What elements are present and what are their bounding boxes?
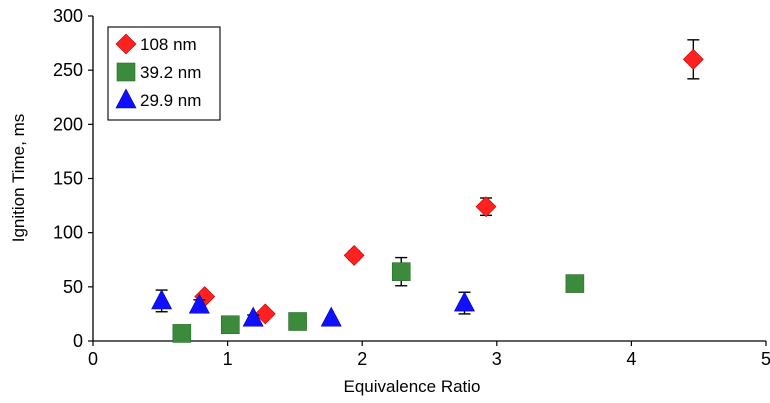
data-point-square — [172, 324, 192, 343]
data-point-square — [565, 274, 585, 293]
y-tick-label: 100 — [53, 223, 83, 243]
legend-marker-square — [116, 62, 136, 82]
data-point-diamond — [682, 48, 704, 70]
data-point-triangle — [188, 293, 210, 314]
x-tick-label: 0 — [88, 349, 98, 369]
legend-label: 39.2 nm — [140, 63, 201, 82]
data-point-diamond — [475, 196, 497, 218]
x-tick-label: 1 — [223, 349, 233, 369]
y-tick-label: 0 — [73, 331, 83, 351]
x-axis-ticks: 0 1 2 3 4 5 — [88, 341, 770, 369]
data-point-diamond — [343, 244, 365, 266]
data-point-square — [220, 315, 240, 335]
y-axis-label: Ignition Time, ms — [9, 114, 28, 243]
x-tick-label: 4 — [626, 349, 636, 369]
legend: 108 nm 39.2 nm 29.9 nm — [107, 26, 221, 121]
y-tick-label: 150 — [53, 169, 83, 189]
legend-label: 29.9 nm — [140, 91, 201, 110]
x-tick-label: 2 — [357, 349, 367, 369]
data-point-diamond — [254, 303, 276, 325]
data-marks — [151, 39, 704, 343]
x-tick-label: 5 — [761, 349, 770, 369]
data-point-triangle — [320, 306, 342, 327]
y-axis-ticks: 0 50 100 150 200 250 300 — [53, 6, 93, 351]
data-point-triangle — [151, 289, 173, 310]
data-point-square — [391, 262, 411, 281]
y-tick-label: 250 — [53, 60, 83, 80]
x-tick-label: 3 — [492, 349, 502, 369]
legend-marker-triangle — [115, 88, 137, 109]
data-point-triangle — [242, 306, 264, 327]
legend-label: 108 nm — [140, 35, 197, 54]
data-point-triangle — [453, 291, 475, 312]
data-point-square — [288, 312, 307, 331]
x-axis-label: Equivalence Ratio — [343, 377, 480, 396]
y-tick-label: 50 — [63, 277, 83, 297]
y-tick-label: 300 — [53, 6, 83, 26]
y-tick-label: 200 — [53, 114, 83, 134]
legend-marker-diamond — [115, 33, 137, 55]
